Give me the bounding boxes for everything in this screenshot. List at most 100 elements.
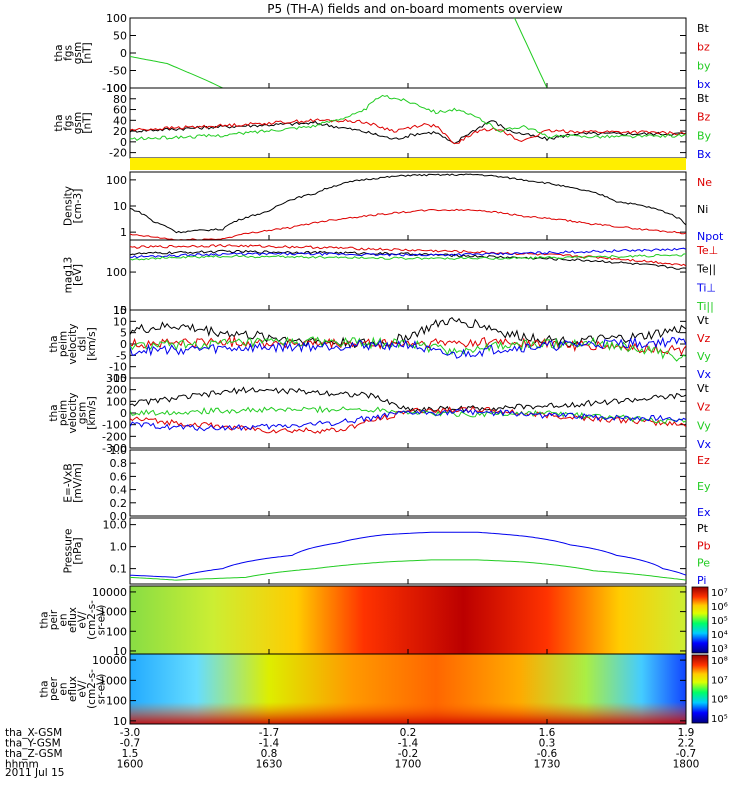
series-Vt: [130, 317, 686, 349]
legend-Ti||: Ti||: [696, 300, 714, 313]
y-axis-label: eflux: [67, 607, 79, 633]
spectrogram-ion: [130, 586, 686, 654]
colorbar: [691, 654, 709, 724]
series-Bz: [130, 118, 686, 145]
x-axis-value: 1.6: [539, 727, 556, 739]
y-tick-label: 15: [113, 304, 127, 317]
y-tick-label: 80: [113, 93, 127, 106]
y-axis-label: tha: [53, 114, 65, 131]
y-tick-label: 100: [106, 695, 127, 708]
y-axis-label: [km/s]: [86, 396, 98, 430]
y-tick-label: 100: [106, 625, 127, 638]
y-tick-label: -200: [102, 430, 127, 443]
y-axis-label: tha: [39, 611, 51, 628]
y-axis-label: peim: [58, 331, 70, 357]
y-axis-label: eV/: [77, 611, 89, 629]
panel-frame: [129, 17, 687, 89]
legend-By: By: [697, 129, 712, 142]
legend-Vt: Vt: [697, 314, 710, 327]
panel-10: 10⁸ 10⁷ 10⁶ 10⁵ 10000 1000 100 10 thapeereneflux…: [39, 653, 728, 728]
series-Ni: [130, 173, 686, 234]
legend-Bt: Bt: [697, 22, 710, 35]
y-axis-label: peim: [58, 400, 70, 426]
y-tick-label: 0.1: [110, 563, 128, 576]
chart-title: P5 (TH-A) fields and on-board moments ov…: [267, 2, 563, 16]
panel-8: 10.0 1.0 0.1 Pressure[nPa] Pt Pb Pe Pi: [62, 517, 711, 587]
series-Ne: [130, 208, 686, 240]
panel-frame: [129, 87, 687, 159]
legend-Vy: Vy: [697, 419, 711, 432]
x-axis-value: 1.9: [678, 727, 695, 739]
y-axis-label: gsm: [72, 42, 84, 64]
y-axis-label: fgs: [62, 45, 74, 61]
panel-2: [130, 158, 686, 170]
y-tick-label: 10: [113, 200, 127, 213]
y-axis-label: tha: [48, 404, 60, 421]
legend-bz: bz: [697, 41, 710, 54]
legend-Bx: Bx: [697, 148, 712, 161]
y-axis-label: velocity: [67, 323, 79, 364]
legend-Ti⊥: Ti⊥: [696, 281, 716, 294]
series-by-excursion: [435, 18, 548, 88]
y-axis-label: dsl: [77, 336, 89, 351]
y-axis-label: Density: [62, 186, 74, 226]
series-Ti||: [130, 253, 686, 261]
y-tick-label: 10: [113, 715, 127, 728]
y-axis-label: gsm: [72, 112, 84, 134]
y-axis-label: E=-VxB: [62, 463, 74, 502]
series-Ti⊥: [130, 247, 686, 259]
y-tick-label: 1.0: [110, 541, 128, 554]
y-tick-label: 1.0: [110, 444, 128, 457]
colorbar-label: 10³: [711, 644, 728, 655]
x-axis-value: 1730: [534, 759, 561, 771]
legend-Ex: Ex: [697, 506, 711, 519]
panels: 100500-50-100thafgsgsm[nT]Btbzbybx100806…: [39, 12, 728, 728]
x-axis-value: -0.7: [676, 748, 697, 760]
y-tick-label: 40: [113, 114, 127, 127]
x-axis-value: 1.5: [122, 748, 139, 760]
x-axis-value: -1.4: [259, 738, 280, 750]
y-tick-label: -20: [109, 147, 127, 160]
y-tick-label: 10000: [92, 654, 127, 667]
x-axis-value: 2.2: [678, 738, 695, 750]
colorbar-label: 10⁸: [711, 656, 728, 667]
y-tick-label: -15: [109, 372, 127, 385]
panel-9: 10⁷ 10⁶ 10⁵ 10⁴ 10³ 10000 1000 100 10 thapeirenef…: [39, 585, 728, 658]
y-axis-label: tha: [39, 680, 51, 697]
legend-Te||: Te||: [696, 263, 716, 276]
y-axis-label: peir: [48, 609, 60, 630]
legend-Pi: Pi: [697, 574, 706, 587]
legend-Pb: Pb: [697, 539, 711, 552]
y-axis-label: [nT]: [81, 112, 93, 133]
y-tick-label: 10: [113, 304, 127, 317]
panel-5: 151050-5-10-15thapeimvelocitydsl[km/s]Vt…: [48, 304, 712, 385]
x-axis-row-label: tha_X-GSM: [5, 727, 62, 739]
y-tick-label: 100: [106, 174, 127, 187]
y-axis-label: gsm: [77, 402, 89, 424]
x-axis-value: 1600: [117, 759, 144, 771]
legend-Bz: Bz: [697, 111, 711, 124]
y-tick-label: 0.0: [110, 510, 128, 523]
x-axis-value: -3.0: [120, 727, 141, 739]
y-axis-label: [nT]: [81, 42, 93, 63]
x-axis-value: 1630: [256, 759, 283, 771]
x-axis-row-label: tha_Y-GSM: [5, 738, 61, 750]
colorbar-label: 10⁷: [711, 588, 728, 599]
series-Vt: [130, 386, 686, 413]
legend-Pt: Pt: [697, 522, 709, 535]
x-axis-value: -1.4: [398, 738, 419, 750]
legend-Npot: Npot: [697, 230, 724, 243]
y-axis-label: Pressure: [62, 529, 74, 574]
series-Vx: [130, 336, 686, 359]
panel-frame: [129, 377, 687, 449]
colorbar-label: 10⁷: [711, 675, 728, 686]
y-tick-label: 0: [120, 136, 127, 149]
legend-Vy: Vy: [697, 350, 711, 363]
colorbar-label: 10⁵: [711, 616, 728, 627]
y-tick-label: -100: [102, 82, 127, 95]
y-tick-label: -100: [102, 419, 127, 432]
y-tick-label: -300: [102, 442, 127, 455]
y-axis-label: velocity: [67, 392, 79, 433]
x-axis-value: -1.7: [259, 727, 280, 739]
y-tick-label: 1: [120, 226, 127, 239]
